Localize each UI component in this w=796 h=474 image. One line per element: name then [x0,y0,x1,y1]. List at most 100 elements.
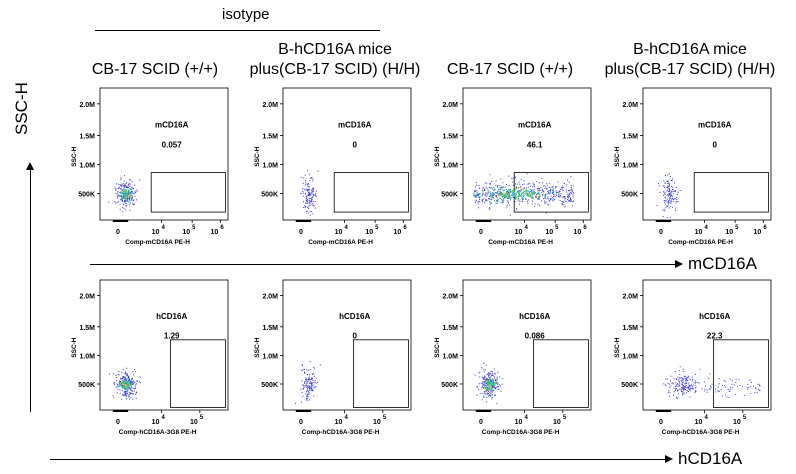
r1c4-dot [667,198,669,200]
r1c3-dot [476,191,478,193]
r2c3-dot [487,379,489,381]
r1c4-dot [670,202,672,204]
r2c3-dot [496,381,498,383]
r1c1-dot [129,182,131,184]
r1c3-dot [497,199,499,201]
r2c1-dense-dot [129,384,132,387]
r1c1-dot [130,188,132,190]
r1c3-dot [562,197,564,199]
r1c3-dot [491,180,493,182]
r1c4-dot [668,190,670,192]
r2c3-dot [490,392,492,394]
r1c3-dense-dot [531,195,534,197]
r1c3-dot [570,186,572,188]
r1c3-dot [491,194,493,196]
r2c1-dense-dot [121,382,124,385]
r1c3-dense-dot [531,191,533,194]
r1c3-dot [489,183,491,185]
r2c2-frame [282,279,412,411]
r1c4-dot [671,190,673,192]
r1c3-dot [520,185,522,187]
r2c2-dot [305,380,307,382]
r2c4-dot [683,389,685,391]
r1c3-dot [560,196,562,198]
r1c3-dense-dot [509,192,511,195]
r1c3-dense-dot [504,194,506,196]
r1c3-dot [568,190,570,192]
r2c1-dot [125,395,127,397]
r2c4-dot [758,388,760,390]
r2c3-dot [492,384,494,386]
r1c4-dot [666,190,668,192]
r2c3-dot [499,384,501,386]
r1c2-dot [305,188,307,190]
r1c1-dot [131,191,133,193]
r1c3-dot [549,198,551,200]
r1c1-dot [128,198,130,200]
r2c3-dot [495,379,497,381]
r1c4-dot [669,200,671,202]
r2c1-dot [125,382,127,384]
r1c4-dot [674,207,676,209]
r1c1-dot [131,191,133,193]
r2c1-dot [118,381,120,383]
r1c3-dot [558,196,560,198]
r1c4-dot [671,191,673,193]
r1c3-dot [563,182,565,184]
r1c2-xtick-base-2: 10 [394,229,402,236]
r2c4-dot [688,384,690,386]
r2c4-dot [676,378,678,380]
r2c3-dot [494,387,496,389]
r1c1-dot [119,208,121,210]
r2c4-dot [759,389,761,391]
r1c3-dot [486,182,488,184]
r1c3-dot [549,190,551,192]
r2c3-dot [492,378,494,380]
r2c1-dense-dot [124,376,126,378]
r1c3-dot [536,181,538,183]
r1c4-dot [671,206,673,208]
r2c4-dot [688,388,690,390]
r1c3-dense-dot [518,192,520,195]
r2c1-dot [121,384,123,386]
r2c1-dot [127,379,129,381]
r2c1-dot [129,386,131,388]
r1c3-dot [534,203,536,205]
r1c2-dot [308,204,310,206]
r2c3-dot [485,387,487,389]
r2c2-dot [302,388,304,390]
r2c2-gate-value: 0 [352,332,357,341]
r1c1-dot [128,204,130,206]
r2c4-dot [698,382,700,384]
r1c4-dot [673,201,675,203]
r1c3-dot [560,188,562,190]
r1c1-dot [126,195,128,197]
r2c1-dot [132,383,134,385]
r2c3-dot [483,384,485,386]
r2c4-dot [729,378,731,380]
r1c1-dense-dot [130,194,132,196]
r2c1-dense-dot [125,388,127,390]
r2c1-dot [119,380,121,382]
r2c3-dot [488,383,490,385]
r1c3-dense-dot [509,195,511,197]
r2c1-dot [119,389,121,391]
r1c2-dot [308,186,310,188]
r1c1-dot [124,189,126,191]
r1c3-dense-dot [512,189,514,192]
r1c1-dot [122,211,124,213]
r2c3-dense-dot [491,387,493,389]
r2c1-dot [130,381,132,383]
r1c3-dot [493,189,495,191]
r2c3-dot [479,376,481,378]
r2c1-dot [126,374,128,376]
r2c4-dot [681,383,683,385]
r1c3-dot [484,189,486,191]
r2c4-dot [678,393,680,395]
r1c4-xtick-0: 0 [659,229,663,236]
r1c3-dot [565,201,567,203]
r2c1-dot [128,395,130,397]
r1c3-dense-dot [531,194,534,196]
r2c2-dot [311,383,313,385]
r1c2-xlabel: Comp-mCD16A PE-H [308,239,373,246]
